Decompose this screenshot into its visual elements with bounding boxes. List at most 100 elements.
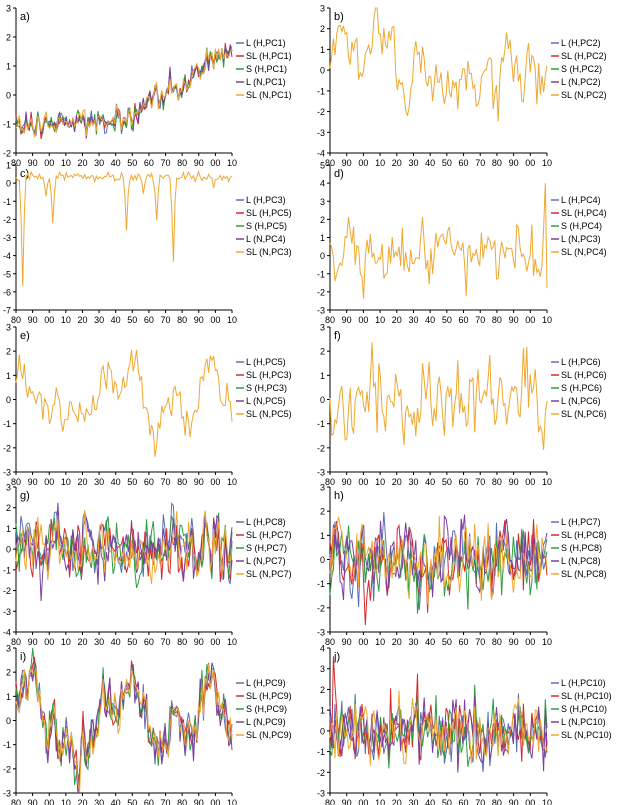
x-tick-label: 20 [77,315,87,325]
y-tick-label: 3 [320,483,325,493]
x-tick-label: 00 [210,315,220,325]
y-tick-label: 3 [6,4,11,14]
series-line [329,183,548,299]
legend-entry: SL (N,PC4) [561,247,607,257]
x-tick-label: 40 [425,315,435,325]
legend-entry: SL (H,PC5) [246,208,292,218]
y-tick-label: 5 [320,161,325,171]
legend-entry: L (H,PC2) [561,38,601,48]
x-tick-label: 30 [94,477,104,487]
y-tick-label: -5 [3,269,11,279]
x-tick-label: 90 [194,477,204,487]
x-tick-label: 80 [177,637,187,647]
legend-entry: SL (N,PC1) [246,90,292,100]
x-tick-label: 90 [509,798,519,805]
x-tick-label: 10 [61,637,71,647]
panel-label: b) [334,11,344,23]
legend-entry: SL (N,PC7) [246,569,292,579]
x-tick-label: 10 [227,637,237,647]
x-tick-label: 50 [127,315,137,325]
x-tick-label: 80 [177,477,187,487]
y-tick-label: 3 [320,323,325,333]
y-tick-label: 2 [320,507,325,517]
x-tick-label: 10 [542,158,552,168]
y-tick-label: 1 [320,706,325,716]
x-tick-label: 40 [111,158,121,168]
panel-label: c) [20,168,29,180]
x-tick-label: 80 [325,158,335,168]
x-tick-label: 80 [325,637,335,647]
panel-i: i) -3 -2 -1 0 1 2 3 80 90 00 10 20 30 40 50 60 70 80 90 00 10… [3,644,292,805]
legend-entry: L (H,PC8) [246,517,286,527]
legend-entry: SL (N,PC2) [561,90,607,100]
x-tick-label: 90 [28,315,38,325]
x-tick-label: 60 [144,637,154,647]
x-tick-label: 80 [11,158,21,168]
x-tick-label: 90 [28,637,38,647]
y-tick-label: 0 [6,179,11,189]
x-tick-label: 10 [542,477,552,487]
x-tick-label: 10 [227,798,237,805]
y-tick-label: 2 [6,668,11,678]
x-tick-label: 10 [61,477,71,487]
x-tick-label: 70 [161,637,171,647]
x-tick-label: 90 [509,637,519,647]
x-tick-label: 30 [94,158,104,168]
x-tick-label: 60 [459,158,469,168]
x-tick-label: 10 [542,315,552,325]
legend-entry: SL (H,PC9) [246,691,292,701]
x-tick-label: 90 [194,637,204,647]
y-tick-label: 2 [6,33,11,43]
y-tick-label: 1 [6,692,11,702]
panel-a: a) -2 -1 0 1 2 3 80 90 00 10 20 30 40 50 60 70 80 90 00 10 L … [3,4,292,169]
legend-entry: S (H,PC2) [561,64,602,74]
x-tick-label: 50 [442,477,452,487]
x-tick-label: 80 [177,315,187,325]
y-tick-label: -2 [3,149,11,159]
legend-entry: SL (N,PC5) [246,409,292,419]
legend-entry: S (H,PC3) [246,383,287,393]
panel-label: d) [334,168,344,180]
x-tick-label: 30 [408,798,418,805]
legend-entry: SL (H,PC8) [561,530,607,540]
y-tick-label: 1 [320,45,325,55]
legend-entry: L (H,PC9) [246,678,286,688]
series-line [329,342,548,450]
y-tick-label: 1 [320,531,325,541]
x-tick-label: 40 [111,477,121,487]
x-tick-label: 60 [459,315,469,325]
x-tick-label: 20 [392,315,402,325]
x-tick-label: 80 [11,477,21,487]
panel-label: g) [20,490,30,502]
x-tick-label: 70 [475,477,485,487]
x-tick-label: 80 [325,315,335,325]
y-tick-label: -1 [3,120,11,130]
x-tick-label: 60 [459,477,469,487]
legend-entry: SL (H,PC1) [246,51,292,61]
y-tick-label: 2 [6,347,11,357]
y-tick-label: 1 [320,233,325,243]
panel-f: f) -3 -2 -1 0 1 2 3 80 90 00 10 20 30 40 50 60 70 80 90 00 10… [317,323,607,488]
x-tick-label: 00 [525,798,535,805]
x-tick-label: 60 [459,637,469,647]
y-tick-label: 2 [320,347,325,357]
y-tick-label: -3 [317,468,325,478]
x-tick-label: 00 [44,637,54,647]
series-line [329,656,548,762]
x-tick-label: 10 [227,315,237,325]
legend-entry: SL (H,PC7) [246,530,292,540]
series-line [329,690,548,766]
y-tick-label: 3 [320,4,325,14]
x-tick-label: 50 [442,158,452,168]
series-line [16,350,232,457]
x-tick-label: 70 [475,315,485,325]
y-tick-label: 3 [6,483,11,493]
x-tick-label: 90 [509,477,519,487]
x-tick-label: 10 [61,158,71,168]
legend-entry: SL (N,PC8) [561,569,607,579]
x-tick-label: 70 [161,477,171,487]
legend-entry: SL (N,PC6) [561,409,607,419]
x-tick-label: 80 [325,798,335,805]
x-tick-label: 70 [161,158,171,168]
